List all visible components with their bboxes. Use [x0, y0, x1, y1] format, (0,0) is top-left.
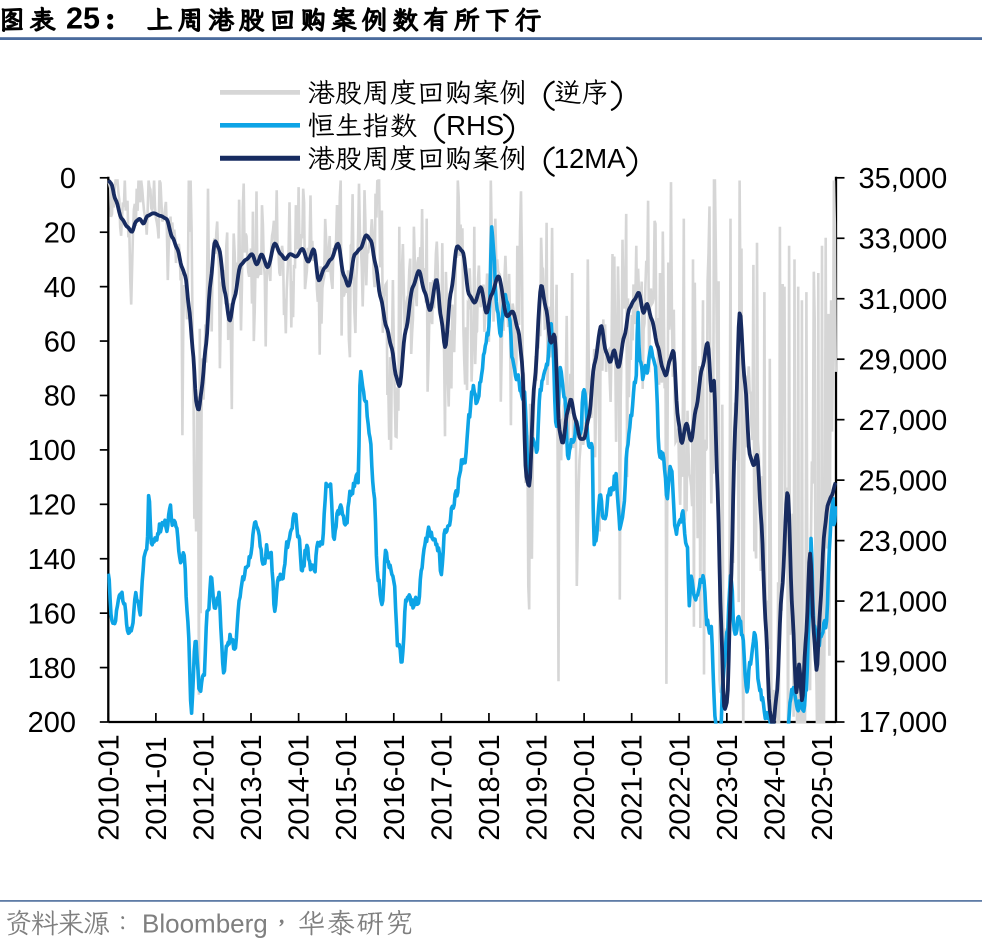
svg-text:2014-01: 2014-01: [284, 734, 316, 840]
svg-text:2011-01: 2011-01: [141, 737, 173, 841]
svg-text:160: 160: [28, 598, 76, 630]
svg-text:2012-01: 2012-01: [189, 734, 221, 840]
svg-text:120: 120: [28, 490, 76, 522]
svg-text:2018-01: 2018-01: [474, 734, 506, 840]
svg-text:140: 140: [28, 544, 76, 576]
svg-text:2015-01: 2015-01: [331, 734, 363, 840]
svg-text:2019-01: 2019-01: [522, 734, 554, 840]
svg-text:27,000: 27,000: [859, 405, 948, 437]
svg-text:25: 25: [66, 1, 100, 35]
svg-text:0: 0: [60, 163, 76, 195]
svg-text:RHS: RHS: [446, 110, 504, 141]
svg-text:25,000: 25,000: [859, 465, 948, 497]
svg-text:Bloomberg: Bloomberg: [142, 909, 268, 939]
svg-text:2023-01: 2023-01: [712, 734, 744, 840]
svg-text:23,000: 23,000: [859, 526, 948, 558]
svg-text:2010-01: 2010-01: [93, 734, 125, 840]
svg-text:21,000: 21,000: [859, 586, 948, 618]
svg-text:31,000: 31,000: [859, 284, 948, 316]
svg-text:12MA: 12MA: [554, 143, 626, 174]
svg-text:2013-01: 2013-01: [236, 734, 268, 840]
svg-text:19,000: 19,000: [859, 647, 948, 679]
svg-text:100: 100: [28, 435, 76, 467]
svg-text:60: 60: [44, 326, 76, 358]
svg-text:2021-01: 2021-01: [617, 734, 649, 840]
svg-text:33,000: 33,000: [859, 224, 948, 256]
svg-text:2025-01: 2025-01: [807, 734, 839, 840]
svg-text:40: 40: [44, 272, 76, 304]
svg-text:2020-01: 2020-01: [569, 734, 601, 840]
svg-text:180: 180: [28, 653, 76, 685]
svg-text:200: 200: [28, 707, 76, 739]
svg-text:2022-01: 2022-01: [664, 734, 696, 840]
svg-text:2017-01: 2017-01: [426, 734, 458, 840]
svg-text:17,000: 17,000: [859, 707, 948, 739]
svg-text:29,000: 29,000: [859, 344, 948, 376]
svg-text:2024-01: 2024-01: [759, 734, 791, 840]
svg-text:2016-01: 2016-01: [379, 734, 411, 840]
svg-text:20: 20: [44, 217, 76, 249]
svg-text:80: 80: [44, 381, 76, 413]
svg-text:35,000: 35,000: [859, 163, 948, 195]
